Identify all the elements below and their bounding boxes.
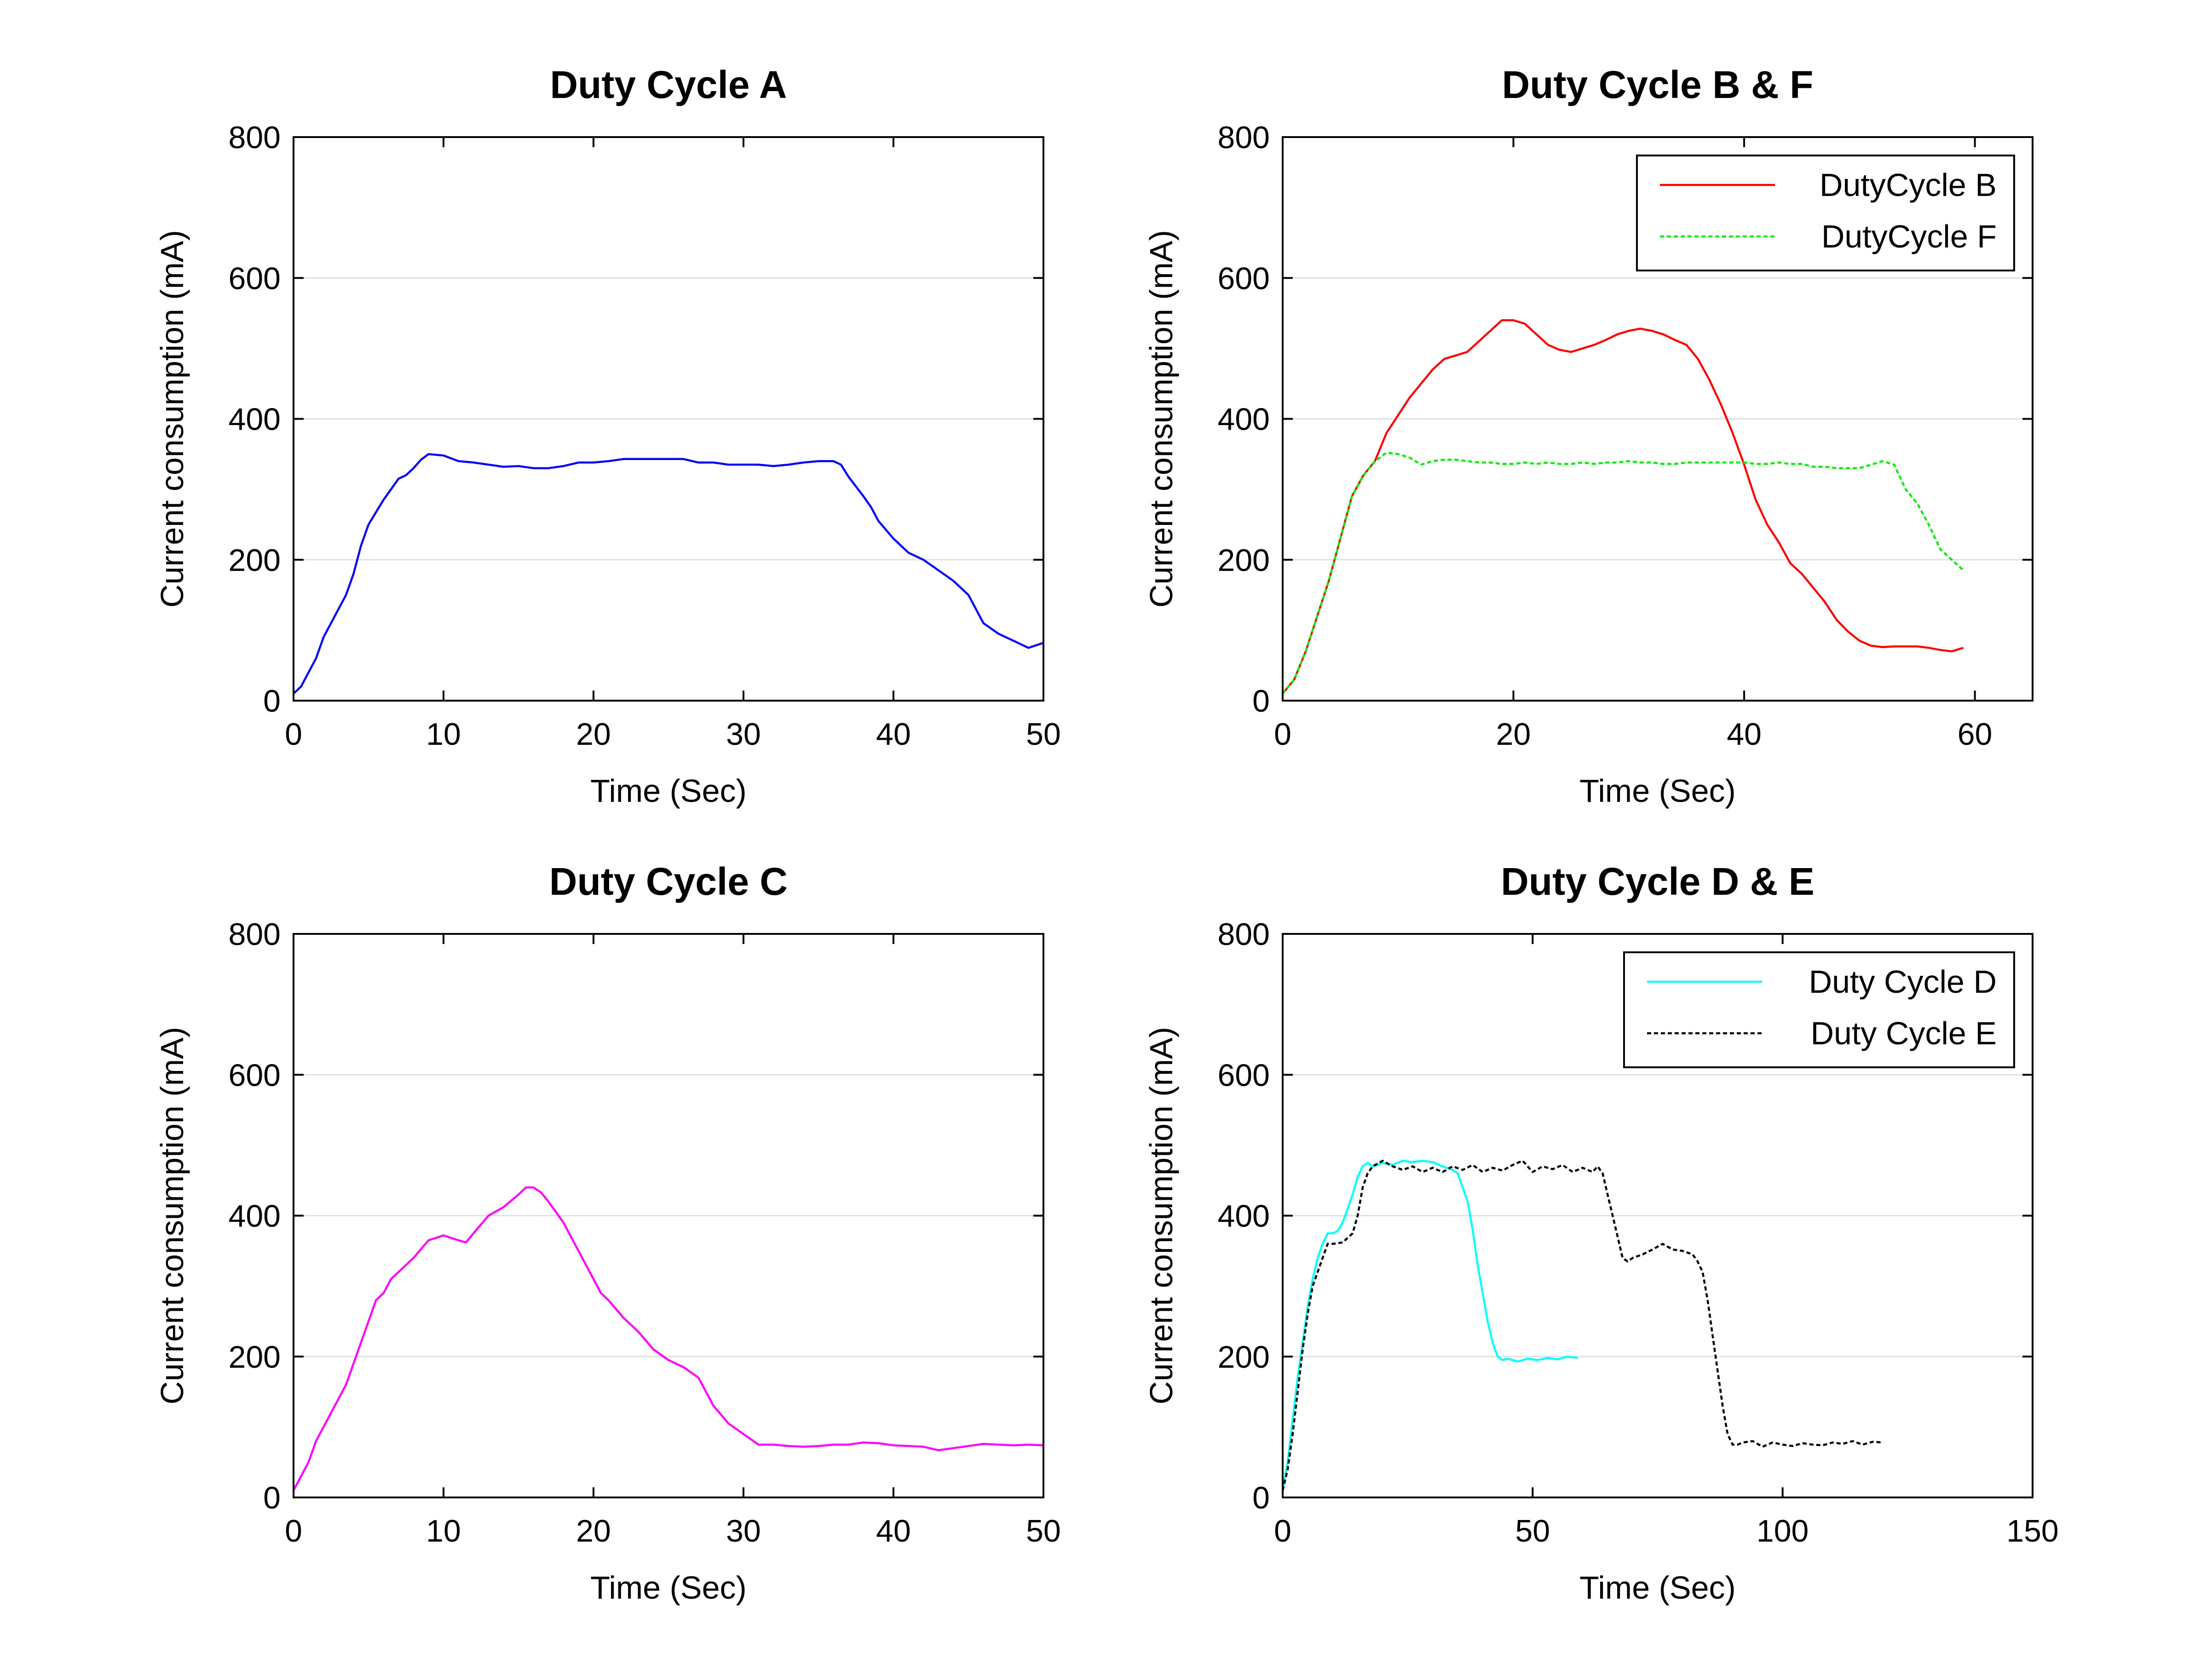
y-axis-label: Current consumption (mA) <box>154 230 190 608</box>
y-tick-label: 200 <box>1218 543 1270 578</box>
y-tick-label: 800 <box>229 120 281 155</box>
chart-title: Duty Cycle A <box>550 63 787 106</box>
y-axis-label: Current consumption (mA) <box>1143 1027 1179 1405</box>
y-tick-label: 0 <box>1252 1480 1270 1515</box>
y-axis-label: Current consumption (mA) <box>1143 230 1179 608</box>
legend-box <box>1623 951 2015 1068</box>
x-axis-label: Time (Sec) <box>1579 1570 1736 1606</box>
series-line <box>293 1186 1044 1491</box>
x-axis-label: Time (Sec) <box>1579 773 1736 809</box>
series-line-duty-cycle-e <box>1281 1159 1883 1491</box>
y-tick-label: 800 <box>1218 917 1270 952</box>
x-tick-label: 50 <box>1026 1514 1061 1549</box>
y-tick-label: 400 <box>1218 402 1270 437</box>
y-tick-label: 600 <box>1218 1058 1270 1093</box>
legend-label: Duty Cycle E <box>1810 1015 1997 1051</box>
chart-3: 0 200 400 600 800 0 10 20 30 40 50 Duty Cycle C Time… <box>154 860 1061 1606</box>
legend: Duty Cycle D Duty Cycle E <box>1623 951 2015 1068</box>
x-tick-label: 0 <box>1274 717 1291 752</box>
x-tick-label: 10 <box>426 1514 461 1549</box>
legend: DutyCycle B DutyCycle F <box>1636 155 2015 271</box>
chart-2: 0 200 400 600 800 0 20 40 60 Duty Cycle B & F Time… <box>1143 63 2033 809</box>
y-tick-label: 0 <box>263 1480 281 1515</box>
series-line <box>293 453 1044 695</box>
y-tick-label: 200 <box>229 1340 281 1375</box>
y-tick-label: 0 <box>1252 684 1270 719</box>
x-tick-label: 20 <box>576 717 611 752</box>
y-tick-label: 400 <box>1218 1199 1270 1234</box>
x-tick-label: 50 <box>1515 1514 1550 1549</box>
x-tick-label: 100 <box>1757 1514 1809 1549</box>
x-tick-label: 20 <box>1496 717 1531 752</box>
y-tick-label: 200 <box>229 543 281 578</box>
y-tick-label: 600 <box>229 1058 281 1093</box>
y-tick-label: 600 <box>1218 261 1270 296</box>
series-line-dutycycle-f <box>1282 451 1964 695</box>
x-tick-label: 30 <box>726 1514 761 1549</box>
x-axis-label: Time (Sec) <box>590 1570 747 1606</box>
x-tick-label: 0 <box>285 1514 302 1549</box>
x-tick-label: 40 <box>1727 717 1762 752</box>
y-tick-label: 400 <box>229 1199 281 1234</box>
x-tick-label: 40 <box>876 717 911 752</box>
y-tick-label: 0 <box>263 684 281 719</box>
chart-title: Duty Cycle C <box>549 860 788 903</box>
x-tick-label: 0 <box>1274 1514 1291 1549</box>
y-tick-label: 400 <box>229 402 281 437</box>
y-tick-label: 200 <box>1218 1340 1270 1375</box>
legend-box <box>1636 155 2015 271</box>
chart-title: Duty Cycle B & F <box>1502 63 1814 106</box>
y-tick-label: 800 <box>229 917 281 952</box>
legend-label: DutyCycle F <box>1821 219 1997 254</box>
legend-label: DutyCycle B <box>1820 167 1997 203</box>
x-axis-label: Time (Sec) <box>590 773 747 809</box>
x-tick-label: 30 <box>726 717 761 752</box>
y-axis-label: Current consumption (mA) <box>154 1027 190 1405</box>
x-tick-label: 40 <box>876 1514 911 1549</box>
x-tick-label: 20 <box>576 1514 611 1549</box>
x-tick-label: 60 <box>1958 717 1993 752</box>
y-tick-label: 600 <box>229 261 281 296</box>
chart-4: 0 200 400 600 800 0 50 100 150 Duty Cycle D & E Ti… <box>1143 860 2059 1606</box>
x-tick-label: 150 <box>2006 1514 2058 1549</box>
series-line-duty-cycle-d <box>1281 1159 1578 1491</box>
x-tick-label: 10 <box>426 717 461 752</box>
chart-1: 0 200 400 600 800 0 10 20 30 40 50 Duty Cycle A Time… <box>154 63 1061 809</box>
y-tick-label: 800 <box>1218 120 1270 155</box>
chart-title: Duty Cycle D & E <box>1501 860 1815 903</box>
legend-label: Duty Cycle D <box>1809 964 1997 1000</box>
x-tick-label: 50 <box>1026 717 1061 752</box>
x-tick-label: 0 <box>285 717 302 752</box>
series-line-dutycycle-b <box>1282 319 1964 695</box>
